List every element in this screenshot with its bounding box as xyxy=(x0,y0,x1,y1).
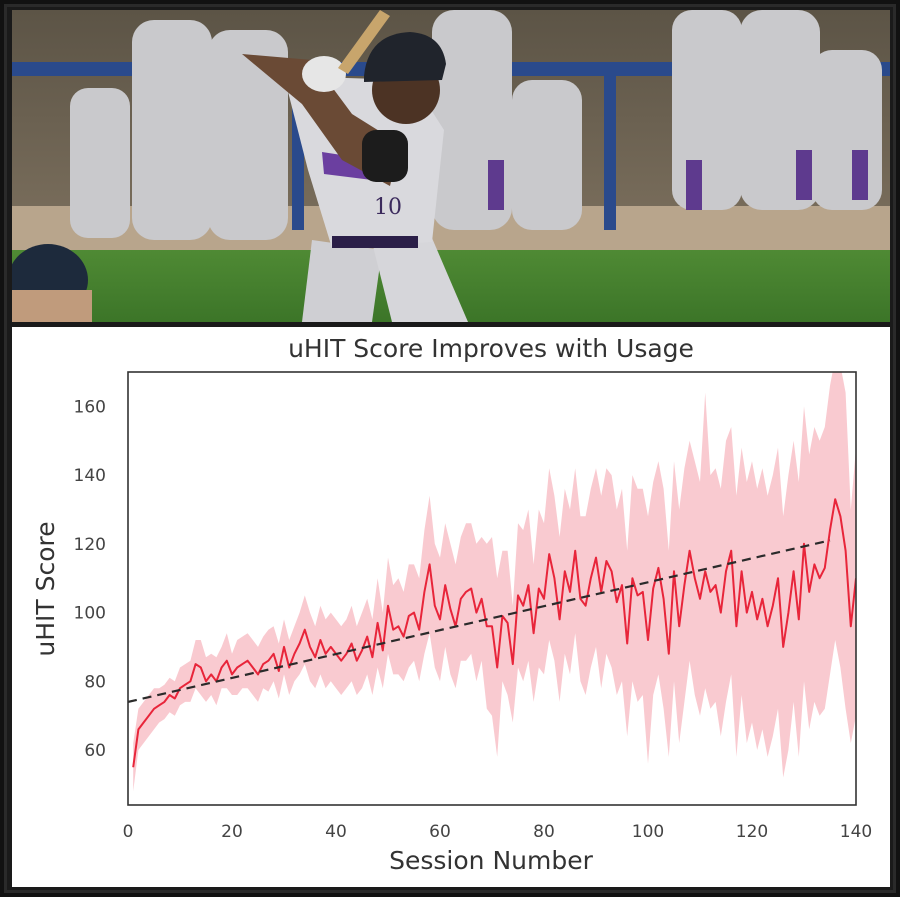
x-tick-label: 0 xyxy=(123,822,134,842)
x-axis-label: Session Number xyxy=(389,846,593,875)
y-tick-label: 100 xyxy=(74,604,106,624)
x-tick-label: 40 xyxy=(325,822,347,842)
x-tick-label: 60 xyxy=(429,822,451,842)
x-tick-label: 140 xyxy=(840,822,872,842)
y-tick-label: 120 xyxy=(74,535,106,555)
line-chart: uHIT Score Improves with Usage 0 20 40 60 80… xyxy=(31,334,873,875)
trend-line xyxy=(128,539,831,703)
x-tick-label: 120 xyxy=(736,822,768,842)
axes: 0 20 40 60 80 100 120 140 60 80 100 120 140 160 xyxy=(74,397,873,842)
y-tick-label: 80 xyxy=(84,672,106,692)
chart-panel: uHIT Score Improves with Usage 0 20 40 60 80… xyxy=(12,327,890,887)
confidence-band xyxy=(133,372,856,792)
y-axis-label: uHIT Score xyxy=(31,521,60,656)
plot-frame xyxy=(127,371,857,806)
x-tick-label: 80 xyxy=(533,822,555,842)
series-line-uhit xyxy=(132,498,856,768)
plot-area xyxy=(128,372,856,792)
baseball-batter-photo: 10 xyxy=(12,10,890,322)
x-tick-label: 20 xyxy=(221,822,243,842)
jersey-number: 10 xyxy=(374,195,402,220)
y-tick-label: 140 xyxy=(74,466,106,486)
chart-title: uHIT Score Improves with Usage xyxy=(288,334,694,363)
x-tick-label: 100 xyxy=(632,822,664,842)
y-tick-label: 60 xyxy=(84,741,106,761)
y-tick-label: 160 xyxy=(74,397,106,417)
